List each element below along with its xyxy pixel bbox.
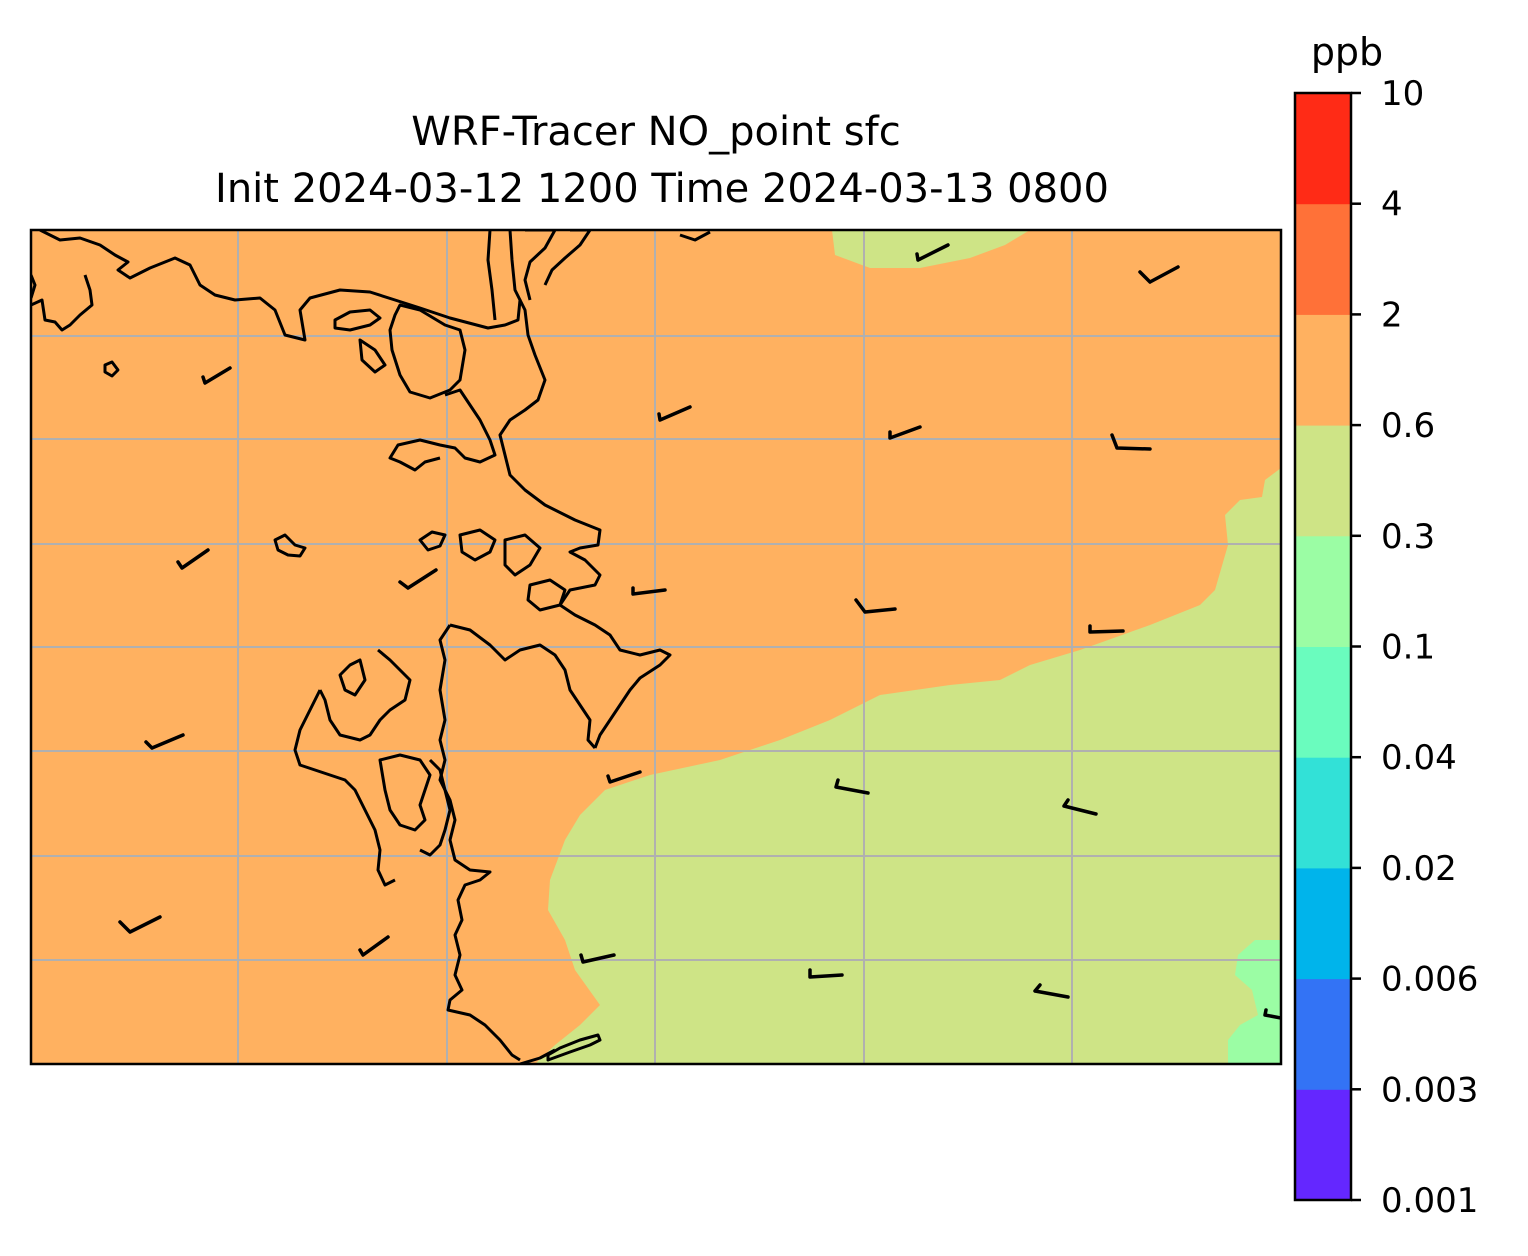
wind-barb	[1263, 1008, 1281, 1020]
colorbar-segment	[1295, 93, 1351, 205]
concentration-field-lower	[1228, 940, 1281, 1064]
colorbar-segment	[1295, 314, 1351, 426]
map-title-line2: Init 2024-03-12 1200 Time 2024-03-13 080…	[215, 166, 1109, 212]
map-panel	[31, 230, 1281, 1064]
colorbar-tick-label: 0.1	[1381, 628, 1435, 668]
wind-barbs	[118, 243, 1281, 1020]
wind-barb	[606, 770, 642, 784]
colorbar-tick-label: 0.6	[1381, 406, 1435, 446]
wind-barb	[631, 586, 667, 596]
colorbar-segment	[1295, 978, 1351, 1090]
colorbar-segments	[1295, 93, 1351, 1201]
wind-barb	[176, 548, 210, 570]
wind-barb	[1088, 624, 1125, 634]
concentration-field-low-southeast	[535, 468, 1281, 1064]
colorbar-segment	[1295, 203, 1351, 315]
colorbar-segment	[1295, 425, 1351, 537]
wind-barb	[201, 366, 232, 385]
colorbar-tick-label: 0.006	[1381, 960, 1478, 1000]
colorbar-tick-label: 4	[1381, 185, 1403, 225]
concentration-field-low-north	[832, 230, 1030, 268]
wind-barb	[808, 968, 844, 979]
colorbar-tick-label: 2	[1381, 295, 1403, 335]
colorbar-segment	[1295, 757, 1351, 869]
colorbar-tick-label: 0.3	[1381, 517, 1435, 557]
colorbar: ppb 0.001 0.003 0.006 0.02 0.04 0.1 0.3 0.6 2 4 10	[1293, 30, 1478, 1221]
map-frame	[29, 228, 1283, 1066]
colorbar-tick-label: 0.003	[1381, 1070, 1478, 1110]
wind-barb	[118, 915, 162, 934]
colorbar-tick-label: 0.02	[1381, 849, 1457, 889]
colorbar-tick-label: 0.04	[1381, 738, 1457, 778]
colorbar-tick-label: 10	[1381, 74, 1424, 114]
gridlines	[31, 230, 1281, 1064]
wind-barb	[915, 243, 950, 262]
wind-barb	[1138, 265, 1180, 284]
colorbar-unit: ppb	[1311, 30, 1383, 74]
wind-barb	[358, 935, 390, 957]
colorbar-segment	[1295, 646, 1351, 758]
colorbar-ticks: 0.001 0.003 0.006 0.02 0.04 0.1 0.3 0.6 2 4 10	[1351, 74, 1478, 1221]
wind-barb	[1062, 798, 1098, 816]
wind-barb	[579, 953, 616, 964]
coastlines	[31, 230, 711, 1064]
map-title-line1: WRF-Tracer NO_point sfc	[411, 109, 900, 155]
wind-barb	[1110, 433, 1152, 451]
colorbar-segment	[1295, 867, 1351, 980]
wind-barb	[834, 778, 870, 795]
colorbar-segment	[1295, 1089, 1351, 1201]
wind-barb	[144, 733, 185, 750]
colorbar-segment	[1295, 535, 1351, 647]
wind-barb	[657, 405, 692, 422]
wind-barb	[1033, 983, 1070, 999]
wind-barb	[398, 568, 438, 590]
wind-barb	[888, 425, 922, 440]
wind-barb	[854, 598, 897, 614]
colorbar-tick-label: 0.001	[1381, 1181, 1478, 1221]
